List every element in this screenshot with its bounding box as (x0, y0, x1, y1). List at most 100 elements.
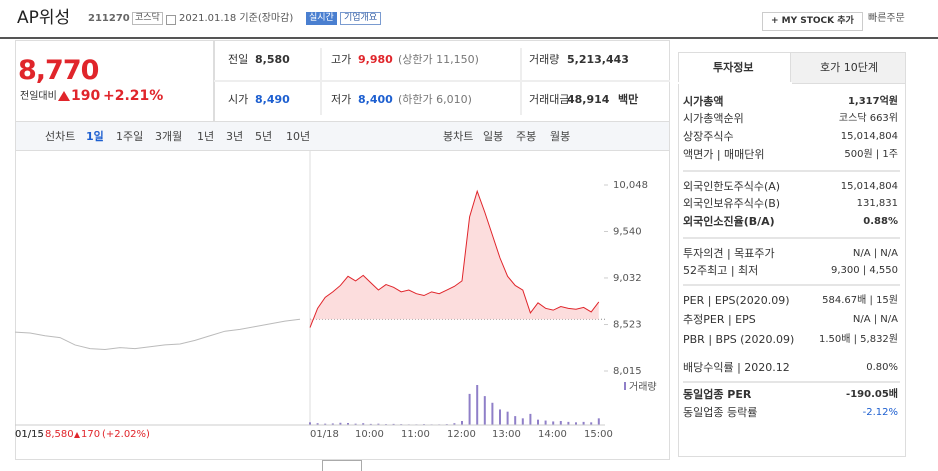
invest-value: 1.50배 | 5,832원 (818, 334, 898, 345)
y-tick-label: 8,015 (613, 366, 642, 377)
volume-bar (377, 423, 380, 425)
invest-value: N/A | N/A (852, 248, 898, 259)
quick-order[interactable]: 빠른주문 (868, 13, 905, 24)
tab-bar (15, 121, 670, 151)
invest-value: 500원 | 1주 (844, 149, 898, 160)
y-tick-label: 9,032 (613, 273, 642, 284)
volume-legend: 거래량 (629, 381, 657, 393)
period-tab[interactable]: 5년 (255, 130, 273, 143)
quote-note: (하한가 6,010) (398, 93, 472, 106)
invest-label: 추정PER | EPS (683, 313, 756, 326)
volume-bar (597, 418, 600, 425)
x-tick-label: 13:00 (492, 429, 521, 440)
candle-tab[interactable]: 주봉 (516, 130, 537, 143)
volume-bar (354, 423, 357, 425)
volume-bar (476, 385, 479, 425)
market-badge: 코스닥 (132, 12, 163, 25)
volume-legend-icon (624, 382, 626, 390)
header-line (0, 37, 938, 39)
invest-label: PBR | BPS (2020.09) (683, 333, 795, 346)
volume-bar (529, 413, 532, 425)
volume-bar (506, 411, 509, 425)
divider (683, 170, 900, 172)
volume-bar (309, 422, 311, 425)
invest-value: -2.12% (862, 407, 898, 418)
quote-label: 저가 (331, 93, 352, 106)
volume-bar (552, 421, 555, 425)
quote-value: 9,980 (358, 53, 393, 66)
y-tick-label: 8,523 (613, 320, 642, 331)
volume-bar (537, 419, 539, 425)
quote-note: (상한가 11,150) (398, 53, 479, 66)
invest-value: 15,014,804 (840, 131, 898, 142)
candle-tab[interactable]: 월봉 (550, 130, 571, 143)
volume-bar (392, 423, 395, 425)
y-tick-label: 9,540 (613, 226, 642, 237)
company-info-button[interactable]: 기업개요 (340, 12, 382, 25)
period-tab[interactable]: 1일 (86, 130, 104, 143)
quote-label: 고가 (331, 53, 352, 66)
realtime-badge[interactable]: 실시간 (306, 12, 337, 25)
invest-label: 동일업종 PER (683, 388, 752, 401)
volume-bar (453, 423, 456, 425)
stock-name: AP위성 (17, 8, 71, 28)
quote-unit: 백만 (618, 93, 639, 106)
invest-label: 동일업종 등락률 (683, 406, 758, 419)
mystock-button[interactable]: + MY STOCK 추가 (762, 12, 863, 31)
volume-bar (369, 423, 372, 425)
period-tab[interactable]: 10년 (286, 130, 311, 143)
invest-value: 584.67배 | 15원 (822, 295, 898, 306)
footer-date: 01/15 (15, 429, 44, 440)
y-tick-label: 10,048 (613, 180, 648, 191)
volume-bar (339, 422, 342, 425)
quote-value: 8,580 (255, 53, 290, 66)
tab-label: 선차트 (45, 130, 76, 143)
quote-label: 시가 (228, 93, 249, 106)
x-tick-label: 01/18 (310, 429, 339, 440)
invest-tab[interactable]: 투자정보 (713, 61, 754, 74)
quote-value: 8,490 (255, 93, 290, 106)
invest-value: 1,317억원 (847, 96, 898, 107)
volume-bar (590, 422, 593, 425)
calendar-icon (166, 15, 176, 25)
invest-label: 액면가 | 매매단위 (683, 148, 765, 161)
period-tab[interactable]: 1주일 (116, 130, 144, 143)
divider (683, 381, 900, 383)
period-tab[interactable]: 1년 (197, 130, 215, 143)
volume-bar (499, 409, 501, 425)
invest-value: 9,300 | 4,550 (831, 265, 898, 276)
change-rate: +2.21% (103, 88, 164, 104)
period-tab[interactable]: 3년 (226, 130, 244, 143)
candle-tab[interactable]: 일봉 (483, 130, 504, 143)
volume-bar (324, 423, 327, 425)
x-tick-label: 11:00 (401, 429, 430, 440)
invest-tab[interactable]: 호가 10단계 (820, 61, 878, 74)
today-line (309, 189, 600, 328)
volume-bar (316, 423, 319, 425)
tab-inactive[interactable] (790, 52, 906, 84)
change-value: 190 (71, 88, 101, 104)
collapse-button[interactable] (322, 460, 362, 471)
invest-value: N/A | N/A (852, 314, 898, 325)
invest-label: 외국인소진율(B/A) (683, 215, 775, 228)
invest-label: 상장주식수 (683, 130, 734, 143)
period-tab[interactable]: 3개월 (155, 130, 183, 143)
x-tick-label: 12:00 (447, 429, 476, 440)
quote-label: 전일 (228, 53, 249, 66)
volume-bar (567, 421, 570, 425)
invest-label: 시가총액순위 (683, 112, 744, 125)
invest-label: 52주최고 | 최저 (683, 264, 759, 277)
tab-label: 봉차트 (443, 130, 474, 143)
volume-bar (575, 422, 577, 425)
volume-bar (362, 423, 365, 425)
volume-bar (468, 393, 471, 425)
change-label: 전일대비 (20, 91, 57, 102)
volume-bar (491, 402, 494, 425)
base-date: 2021.01.18 기준(장마감) (179, 13, 294, 24)
divider (683, 237, 900, 239)
volume-bar (347, 423, 349, 425)
footer-change: 170 (81, 429, 101, 440)
volume-bar (514, 416, 517, 425)
quote-value: 48,914 (567, 93, 610, 106)
